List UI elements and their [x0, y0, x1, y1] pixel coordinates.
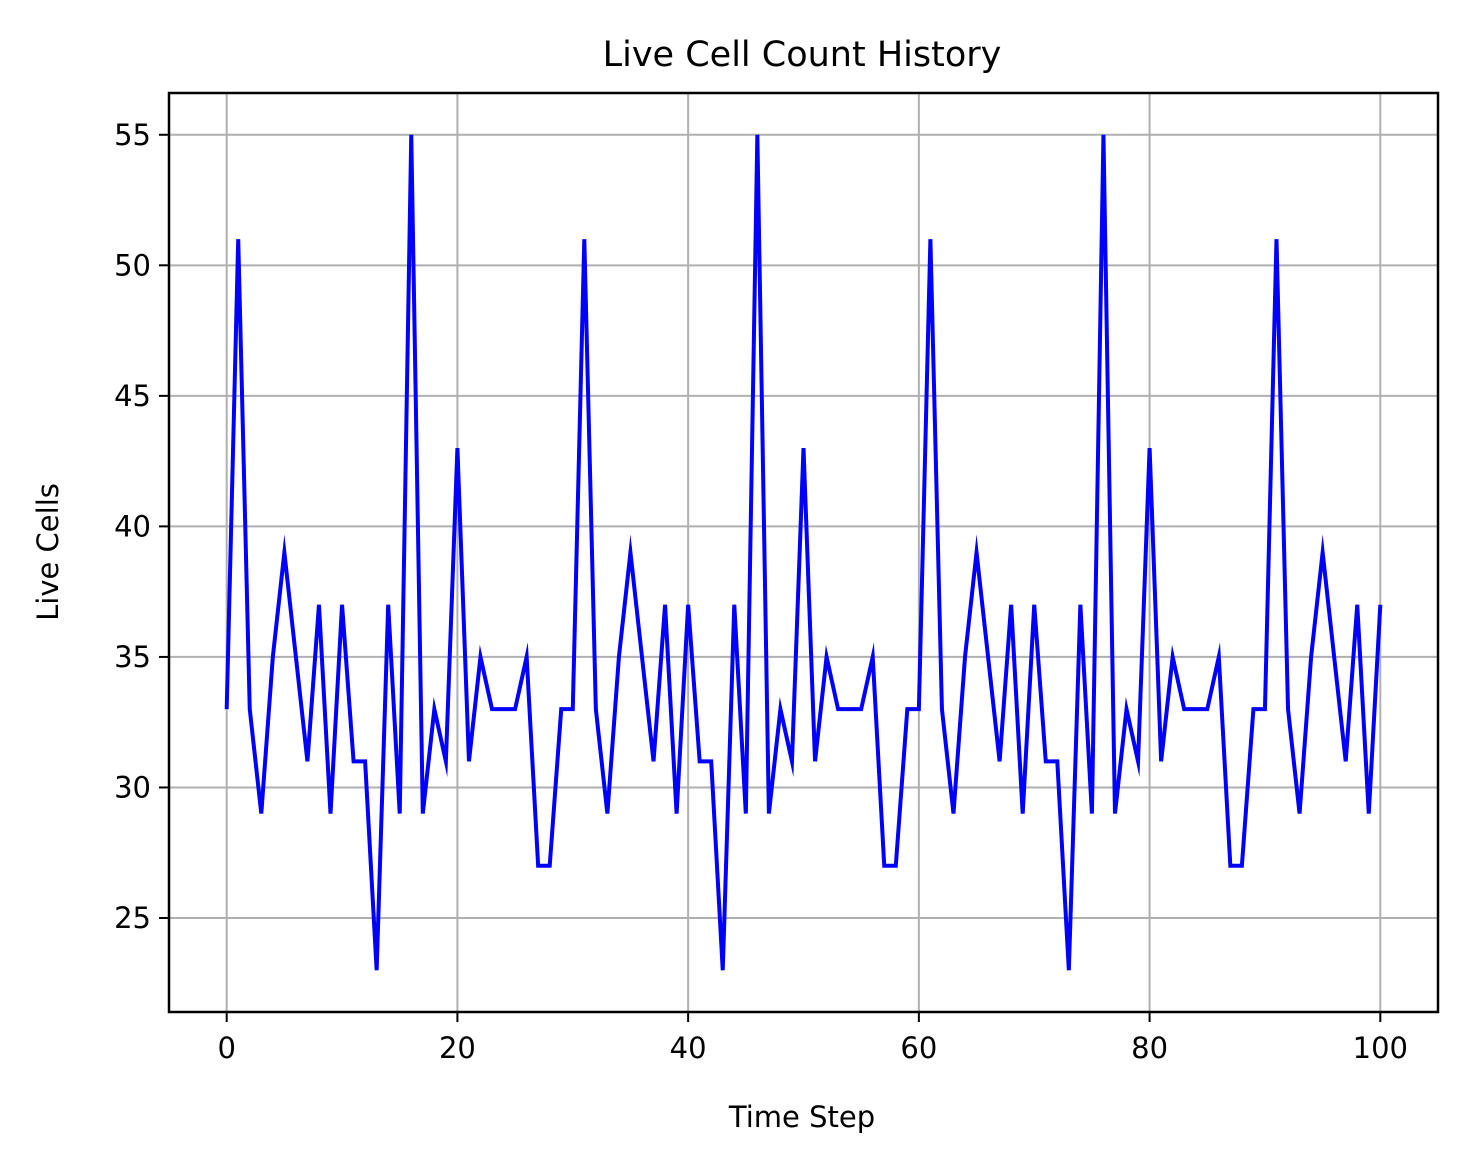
x-tick-label: 20: [439, 1031, 476, 1065]
grid: [169, 93, 1438, 1012]
y-tick-label: 35: [114, 640, 151, 674]
x-axis-ticks: 0 20 40 60 80 100: [217, 1012, 1408, 1065]
axes-frame: [167, 91, 1440, 1014]
series-line: [224, 134, 1383, 971]
x-tick-label: 80: [1131, 1031, 1168, 1065]
x-tick-label: 60: [900, 1031, 937, 1065]
chart-title: Live Cell Count History: [603, 35, 1002, 75]
x-tick-label: 100: [1353, 1031, 1408, 1065]
y-tick-label: 30: [114, 770, 151, 804]
y-tick-label: 50: [114, 248, 151, 282]
x-tick-label: 0: [217, 1031, 235, 1065]
x-axis-title: Time Step: [728, 1100, 875, 1134]
y-tick-label: 55: [114, 118, 151, 152]
x-tick-label: 40: [670, 1031, 707, 1065]
y-axis-title: Live Cells: [31, 483, 65, 621]
y-tick-label: 40: [114, 509, 151, 543]
y-axis-ticks: 25 30 35 40 45 50 55: [114, 118, 169, 935]
y-tick-label: 45: [114, 379, 151, 413]
series-layer: [224, 134, 1383, 971]
y-tick-label: 25: [114, 901, 151, 935]
